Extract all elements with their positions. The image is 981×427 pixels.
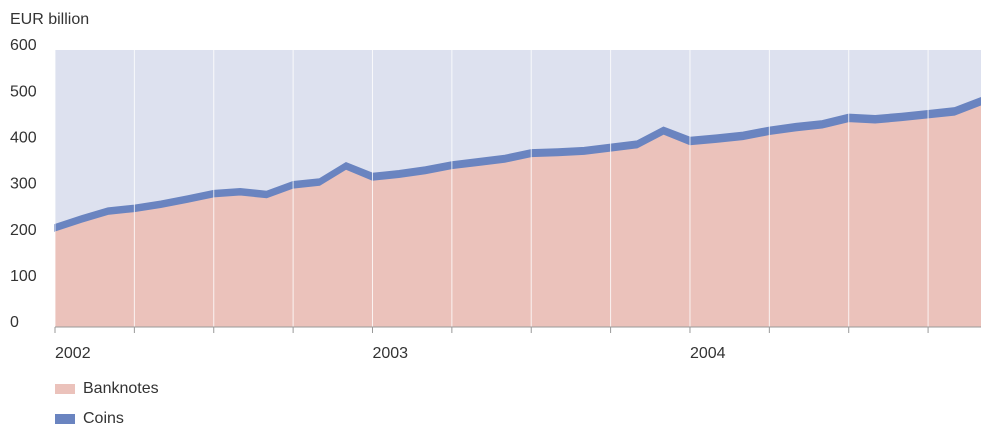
y-tick-label: 200 (10, 222, 37, 239)
y-axis-label: EUR billion (10, 11, 89, 28)
y-tick-label: 400 (10, 130, 37, 147)
legend-swatch (55, 384, 75, 394)
x-tick-label: 2004 (690, 345, 726, 362)
legend-label: Coins (83, 410, 124, 427)
x-tick-label: 2003 (372, 345, 408, 362)
y-tick-label: 600 (10, 37, 37, 54)
y-tick-label: 100 (10, 268, 37, 285)
y-tick-label: 500 (10, 83, 37, 100)
area (55, 104, 981, 327)
y-tick-label: 0 (10, 314, 19, 331)
x-tick-label: 2002 (55, 345, 91, 362)
y-tick-label: 300 (10, 176, 37, 193)
legend-swatch (55, 414, 75, 424)
legend-label: Banknotes (83, 380, 159, 397)
